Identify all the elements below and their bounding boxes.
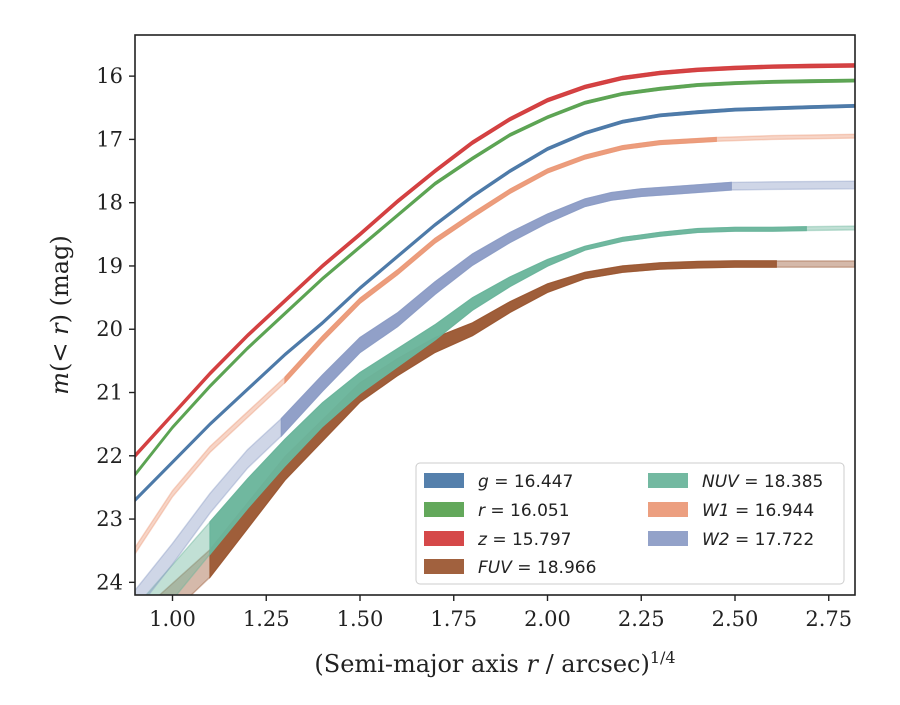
series-r-band: [135, 78, 855, 477]
x-tick-label: 2.00: [524, 607, 571, 631]
y-tick-label: 18: [96, 191, 123, 215]
legend-label-z: z = 15.797: [477, 530, 571, 550]
x-tick-label: 2.75: [805, 607, 852, 631]
legend: g = 16.447 r = 16.051 z = 15.797 FUV = 18.9…: [415, 462, 845, 585]
y-tick-label: 21: [96, 381, 123, 405]
legend-label-r: r = 16.051: [478, 501, 570, 521]
series-nuv: [145, 225, 855, 595]
series-w2: [135, 180, 855, 595]
series-w1: [135, 133, 855, 556]
y-axis-title: m(< r) (mag): [46, 235, 74, 395]
y-tick-label: 22: [96, 444, 123, 468]
legend-item-nuv: NUV = 18.385: [648, 472, 823, 492]
legend-box: [415, 462, 845, 585]
x-tick-label: 2.50: [712, 607, 759, 631]
legend-swatch-g: [424, 473, 464, 488]
x-tick-label: 1.50: [337, 607, 384, 631]
legend-label-g: g = 16.447: [478, 472, 573, 492]
legend-item-w2: W2 = 17.722: [648, 530, 814, 550]
series-layer: [135, 63, 855, 595]
legend-label-fuv: FUV = 18.966: [478, 558, 596, 578]
legend-swatch-z: [424, 531, 464, 546]
y-tick-label: 19: [96, 254, 123, 278]
plot-frame: [134, 34, 856, 596]
legend-item-r: r = 16.051: [424, 501, 570, 521]
x-tick-label: 2.25: [618, 607, 665, 631]
series-z: [135, 63, 855, 459]
legend-item-w1: W1 = 16.944: [648, 501, 814, 521]
x-tick-label: 1.00: [149, 607, 196, 631]
series-g: [135, 103, 855, 503]
legend-swatch-nuv: [648, 473, 688, 488]
legend-label-w1: W1 = 16.944: [702, 501, 814, 521]
series-nuv-band: [209, 226, 807, 556]
legend-swatch-w1: [648, 502, 688, 517]
series-r: [135, 78, 855, 478]
series-w2-band: [280, 181, 732, 438]
x-axis-title: (Semi-major axis r / arcsec)1/4: [314, 648, 675, 678]
y-tick-label: 23: [96, 507, 123, 531]
legend-swatch-w2: [648, 531, 688, 546]
x-tick-label: 1.75: [430, 607, 477, 631]
series-z-band: [135, 63, 855, 459]
legend-label-nuv: NUV = 18.385: [702, 472, 823, 492]
legend-item-g: g = 16.447: [424, 472, 573, 492]
legend-item-z: z = 15.797: [424, 530, 571, 550]
y-tick-label: 16: [96, 64, 123, 88]
ticks-layer: 1.00 1.25 1.50 1.75 2.00 2.25 2.50 2.75 16 17 18 19…: [96, 64, 852, 631]
series-g-band: [135, 103, 855, 503]
legend-label-w2: W2 = 17.722: [702, 530, 814, 550]
x-tick-label: 1.25: [243, 607, 290, 631]
y-tick-label: 24: [96, 570, 123, 594]
y-tick-label: 20: [96, 317, 123, 341]
y-tick-label: 17: [96, 127, 123, 151]
legend-item-fuv: FUV = 18.966: [424, 558, 596, 578]
legend-swatch-r: [424, 502, 464, 517]
series-w1-band: [284, 136, 717, 385]
legend-swatch-fuv: [424, 559, 464, 574]
